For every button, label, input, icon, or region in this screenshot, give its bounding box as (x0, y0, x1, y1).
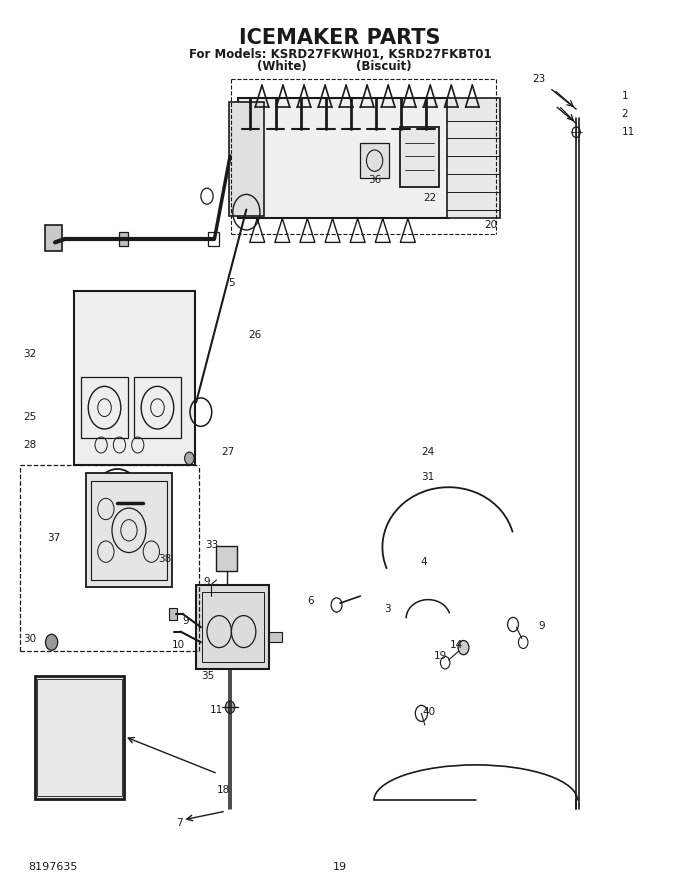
Text: 5: 5 (228, 279, 235, 288)
Bar (35, 676, 124, 798)
Text: (Biscuit): (Biscuit) (356, 60, 412, 73)
Bar (400, 127, 439, 187)
Text: 40: 40 (423, 707, 436, 716)
Bar (228, 102, 264, 215)
Bar (196, 585, 269, 669)
Bar (86, 473, 173, 587)
Text: 37: 37 (47, 533, 60, 543)
Bar (269, 632, 282, 643)
Text: 33: 33 (205, 539, 219, 549)
Text: 1: 1 (622, 91, 628, 101)
Text: 30: 30 (23, 634, 36, 643)
Text: 7: 7 (175, 818, 182, 828)
Text: 3: 3 (384, 604, 391, 614)
Text: 35: 35 (201, 671, 214, 681)
Text: 8197635: 8197635 (28, 862, 78, 872)
Text: 6: 6 (307, 595, 314, 605)
Text: For Models: KSRD27FKWH01, KSRD27FKBT01: For Models: KSRD27FKWH01, KSRD27FKBT01 (188, 47, 492, 61)
Text: 38: 38 (158, 554, 171, 563)
Bar (45, 224, 63, 251)
Bar (81, 377, 129, 438)
Bar (201, 592, 264, 662)
Text: 36: 36 (369, 175, 381, 185)
Bar (169, 608, 177, 620)
Text: 24: 24 (422, 447, 435, 457)
Bar (238, 99, 449, 218)
Text: 2: 2 (622, 109, 628, 119)
Text: 9: 9 (203, 577, 209, 587)
Text: 19: 19 (434, 651, 447, 661)
Text: 22: 22 (423, 193, 436, 203)
Text: 10: 10 (172, 640, 185, 650)
Bar (120, 231, 128, 246)
Text: 14: 14 (450, 640, 463, 650)
Text: (White): (White) (258, 60, 307, 73)
Text: 9: 9 (182, 616, 189, 626)
Text: 11: 11 (622, 127, 635, 137)
Circle shape (184, 452, 194, 465)
Bar (91, 481, 167, 580)
Bar (208, 231, 219, 246)
Text: 32: 32 (23, 350, 36, 360)
Text: ICEMAKER PARTS: ICEMAKER PARTS (239, 28, 441, 48)
Text: 26: 26 (248, 330, 262, 340)
Text: 28: 28 (23, 440, 36, 450)
Bar (134, 377, 181, 438)
Bar (447, 99, 500, 218)
Text: 20: 20 (484, 220, 497, 230)
Text: 4: 4 (420, 557, 427, 567)
Text: 11: 11 (209, 705, 223, 715)
Text: 25: 25 (23, 411, 36, 422)
Bar (37, 679, 122, 796)
Text: 9: 9 (538, 621, 545, 631)
Circle shape (458, 641, 469, 655)
Text: 18: 18 (216, 785, 230, 795)
Text: 27: 27 (221, 447, 235, 457)
Bar (216, 546, 237, 571)
Bar (74, 291, 194, 465)
Circle shape (46, 635, 58, 651)
Bar (360, 143, 389, 178)
Text: 31: 31 (422, 472, 435, 482)
Text: 23: 23 (532, 74, 545, 84)
Circle shape (225, 701, 235, 714)
Text: 19: 19 (333, 862, 347, 872)
